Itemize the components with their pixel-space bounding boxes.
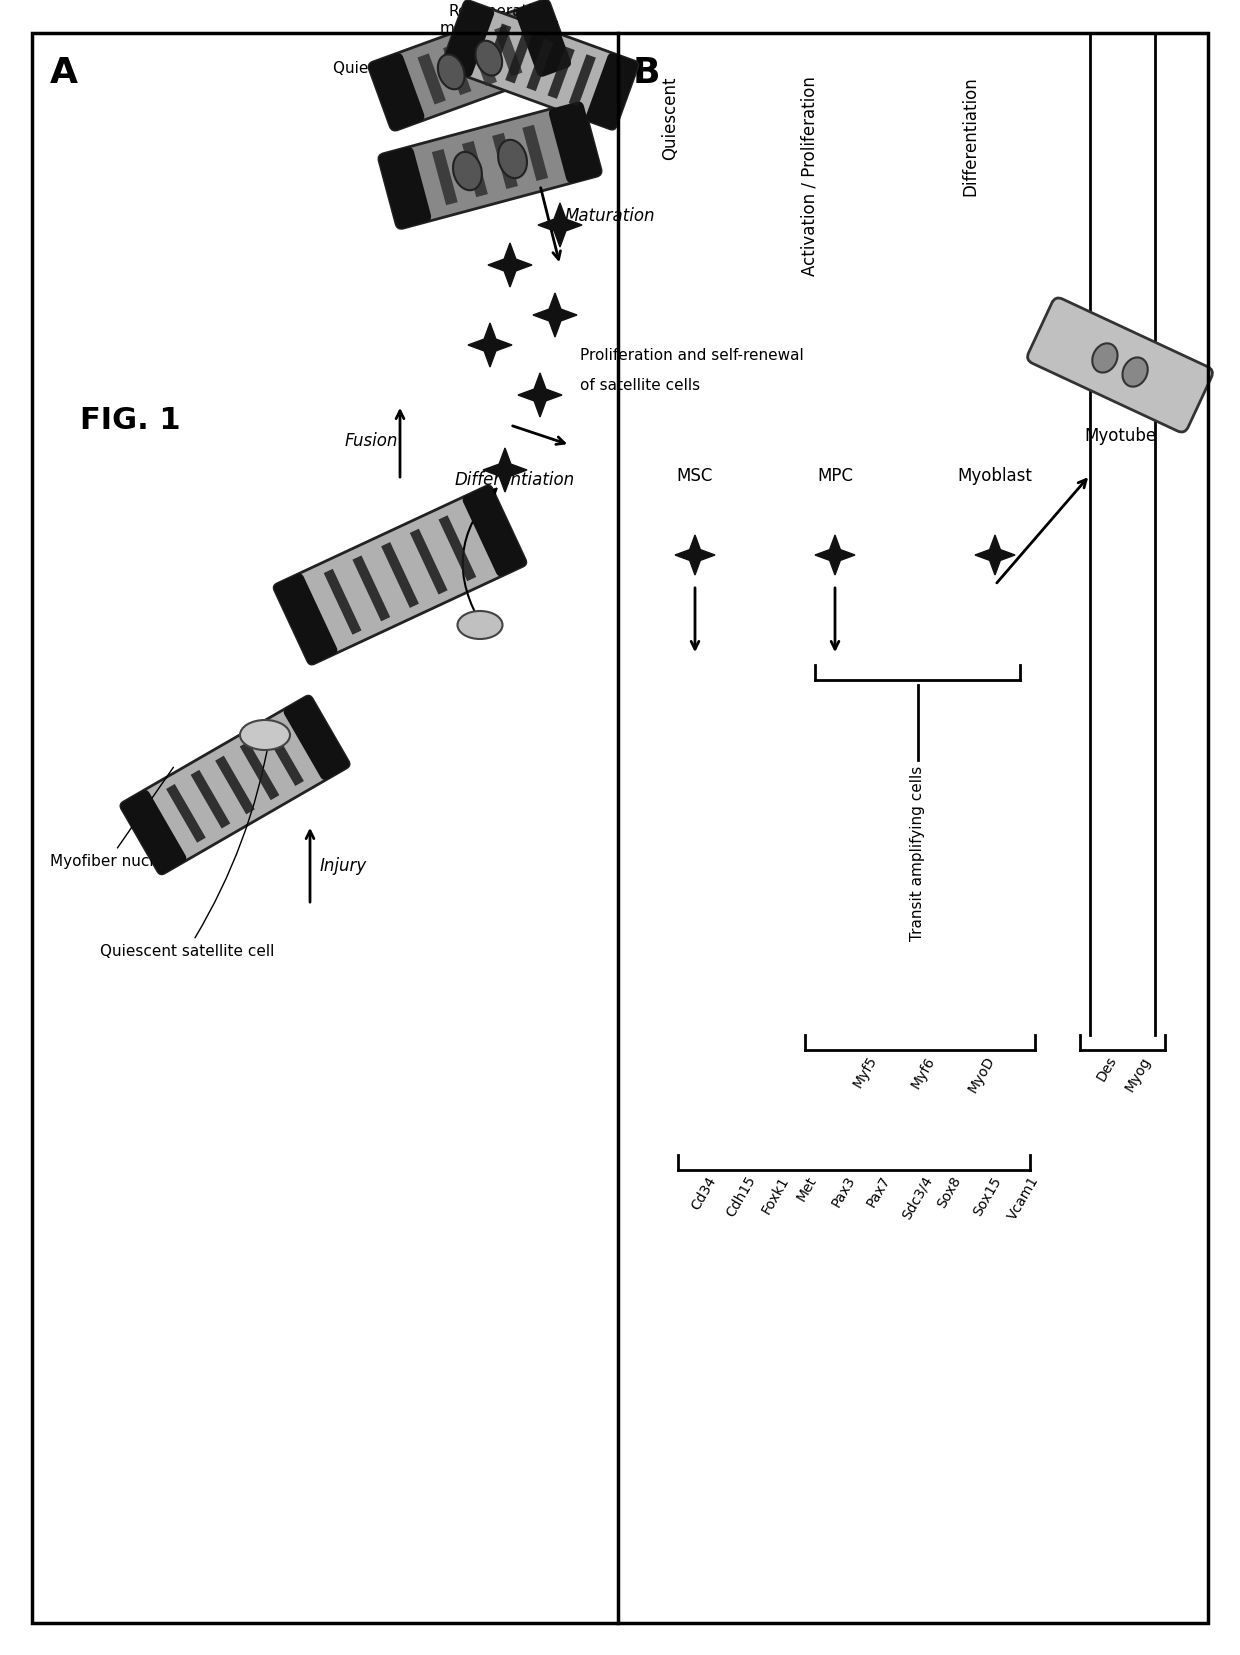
Text: Sox15: Sox15 [970,1173,1003,1218]
Text: Transit amplifying cells: Transit amplifying cells [910,766,925,940]
Text: Maturation: Maturation [565,207,656,225]
Text: Foxk1: Foxk1 [759,1173,791,1216]
Text: Activation / Proliferation: Activation / Proliferation [801,76,818,276]
Text: Met: Met [794,1173,820,1203]
Polygon shape [484,449,527,493]
Bar [352,556,391,622]
Text: Sdc3/4: Sdc3/4 [900,1173,935,1221]
Bar [443,45,471,96]
Bar [484,25,511,76]
FancyBboxPatch shape [370,55,424,131]
Bar [522,126,548,182]
Ellipse shape [241,720,290,751]
Polygon shape [467,324,512,367]
Text: Myotube: Myotube [1084,427,1156,445]
Text: Injury: Injury [320,857,367,874]
Text: Pax3: Pax3 [830,1173,858,1210]
Bar [191,770,231,829]
Ellipse shape [498,141,527,179]
Text: Myog: Myog [1122,1053,1153,1092]
Bar [432,151,458,207]
Text: Myoblast: Myoblast [957,467,1033,485]
Bar [264,728,304,786]
Bar [216,756,255,814]
FancyBboxPatch shape [441,2,639,131]
Polygon shape [533,295,577,338]
Text: Des: Des [1094,1053,1120,1082]
Text: Cd34: Cd34 [688,1173,719,1211]
FancyBboxPatch shape [379,147,432,230]
Bar [469,36,497,86]
FancyBboxPatch shape [284,697,350,781]
FancyBboxPatch shape [463,487,526,578]
Ellipse shape [1122,357,1148,387]
Bar [548,48,574,99]
Text: B: B [632,56,661,89]
FancyBboxPatch shape [274,574,337,665]
Text: Differentiation: Differentiation [455,470,575,488]
Polygon shape [489,243,532,288]
Ellipse shape [438,55,465,91]
Bar [495,26,522,78]
Bar [527,40,553,93]
Bar [492,134,518,190]
Bar [381,543,419,609]
FancyBboxPatch shape [441,2,495,78]
FancyBboxPatch shape [549,103,601,184]
Text: Vcam1: Vcam1 [1006,1173,1042,1221]
Text: A: A [50,56,78,89]
Text: Quiescent: Quiescent [661,76,680,159]
Ellipse shape [475,41,502,76]
Text: Myf6: Myf6 [909,1053,937,1091]
Text: MPC: MPC [817,467,853,485]
Bar [324,569,362,636]
Bar [505,31,532,84]
Text: Quiescent satellite cell: Quiescent satellite cell [100,738,274,958]
FancyBboxPatch shape [120,791,186,874]
Text: MyoD: MyoD [966,1053,998,1094]
Polygon shape [538,204,582,248]
Text: Quiescent satellite cell: Quiescent satellite cell [332,61,507,76]
Text: FIG. 1: FIG. 1 [81,405,181,435]
Polygon shape [518,374,562,417]
FancyBboxPatch shape [274,487,526,665]
Ellipse shape [1092,344,1117,374]
Ellipse shape [453,152,482,190]
Polygon shape [975,536,1016,576]
Polygon shape [675,536,715,576]
Text: MSC: MSC [677,467,713,485]
FancyBboxPatch shape [370,2,570,131]
FancyBboxPatch shape [379,103,601,230]
Bar [418,55,446,106]
Text: Fusion: Fusion [345,432,398,450]
Bar [166,784,206,842]
Text: of satellite cells: of satellite cells [580,379,701,394]
FancyBboxPatch shape [1028,300,1213,434]
Text: Cdh15: Cdh15 [724,1173,759,1220]
Text: Sox8: Sox8 [935,1173,963,1210]
Bar [409,530,448,596]
FancyBboxPatch shape [585,55,639,131]
FancyBboxPatch shape [516,2,570,78]
Bar [569,55,596,108]
FancyBboxPatch shape [120,697,350,874]
Text: Proliferation and self-renewal: Proliferation and self-renewal [580,348,804,364]
Ellipse shape [458,612,502,639]
Text: Myofiber nuclei: Myofiber nuclei [50,768,174,869]
Text: Pax7: Pax7 [864,1173,893,1210]
Text: Regenerating
myofiber nuclei: Regenerating myofiber nuclei [440,3,559,36]
Bar [463,142,487,199]
Text: Differentiation: Differentiation [961,76,980,195]
Bar [439,516,476,583]
Polygon shape [815,536,856,576]
Bar [239,741,279,801]
Text: Myf5: Myf5 [851,1053,880,1089]
